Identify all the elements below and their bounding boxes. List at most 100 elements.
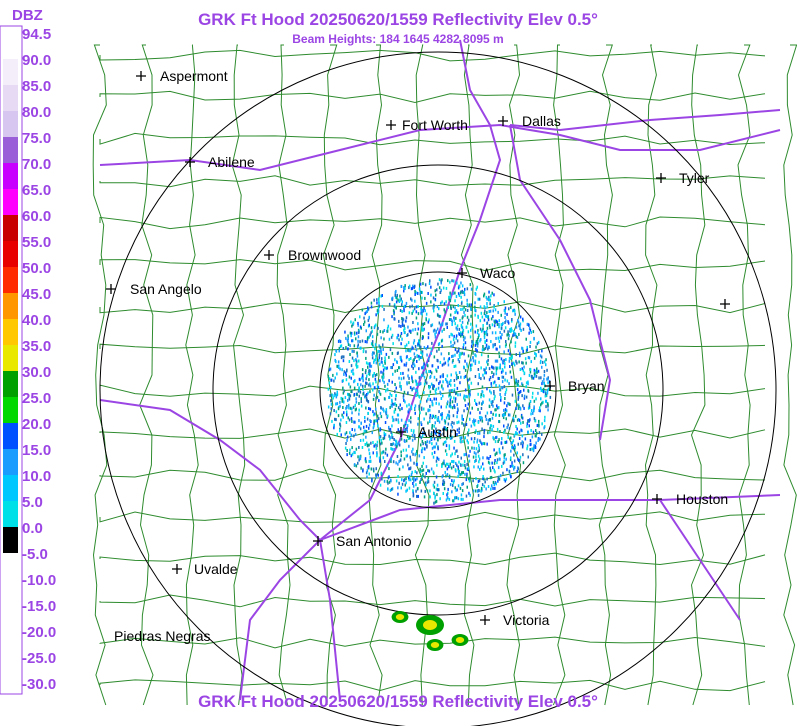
echo-pixel <box>522 327 525 331</box>
echo-pixel <box>428 282 431 285</box>
echo-pixel <box>382 330 384 334</box>
echo-pixel <box>420 311 422 315</box>
county-line <box>99 301 766 314</box>
echo-pixel <box>334 353 336 357</box>
echo-pixel <box>430 382 433 386</box>
echo-pixel <box>347 398 349 402</box>
echo-pixel <box>408 381 410 385</box>
echo-pixel <box>465 478 468 482</box>
echo-pixel <box>497 406 499 410</box>
echo-pixel <box>512 439 515 443</box>
echo-pixel <box>328 368 331 372</box>
echo-pixel <box>403 429 406 433</box>
echo-pixel <box>405 454 408 458</box>
echo-pixel <box>450 389 452 393</box>
echo-pixel <box>412 482 414 485</box>
echo-pixel <box>431 323 434 327</box>
echo-pixel <box>483 347 485 351</box>
echo-pixel <box>407 341 410 345</box>
echo-pixel <box>422 442 424 446</box>
echo-pixel <box>394 293 396 297</box>
echo-pixel <box>430 433 433 436</box>
echo-pixel <box>454 353 456 357</box>
echo-pixel <box>453 365 455 368</box>
echo-pixel <box>477 336 480 340</box>
echo-pixel <box>345 336 347 340</box>
echo-pixel <box>395 461 397 465</box>
county-line <box>99 90 766 104</box>
echo-pixel <box>360 383 362 387</box>
echo-pixel <box>510 449 512 453</box>
echo-pixel <box>462 463 464 467</box>
echo-pixel <box>512 333 514 337</box>
echo-pixel <box>383 329 386 332</box>
echo-pixel <box>392 372 394 376</box>
echo-pixel <box>422 431 425 435</box>
echo-pixel <box>441 384 443 388</box>
echo-pixel <box>404 304 407 308</box>
echo-pixel <box>449 401 451 405</box>
echo-pixel <box>434 289 436 293</box>
echo-pixel <box>508 307 510 311</box>
echo-pixel <box>485 343 488 347</box>
echo-pixel <box>437 327 439 331</box>
echo-pixel <box>471 339 473 343</box>
echo-pixel <box>418 376 421 380</box>
echo-pixel <box>383 479 386 483</box>
echo-pixel <box>371 329 373 333</box>
echo-pixel <box>516 361 518 365</box>
echo-pixel <box>475 489 477 493</box>
echo-pixel <box>451 400 454 404</box>
echo-pixel <box>442 380 444 384</box>
echo-pixel <box>467 318 470 322</box>
echo-pixel <box>383 431 385 435</box>
echo-pixel <box>430 351 432 355</box>
echo-pixel <box>456 327 458 331</box>
echo-pixel <box>399 384 401 388</box>
echo-pixel <box>457 358 460 362</box>
echo-pixel <box>480 377 482 381</box>
highway <box>509 109 781 132</box>
echo-pixel <box>376 311 379 315</box>
echo-pixel <box>498 322 500 326</box>
echo-pixel <box>358 388 361 392</box>
city-label: Abilene <box>208 154 255 170</box>
echo-pixel <box>465 325 468 329</box>
echo-pixel <box>416 449 418 453</box>
echo-pixel <box>533 445 535 449</box>
echo-pixel <box>443 459 445 463</box>
echo-pixel <box>421 309 424 312</box>
echo-pixel <box>438 433 440 437</box>
echo-pixel <box>501 380 504 384</box>
echo-pixel <box>501 375 503 379</box>
echo-pixel <box>542 400 544 404</box>
echo-pixel <box>413 476 415 480</box>
echo-pixel <box>403 304 406 308</box>
echo-pixel <box>402 448 405 452</box>
echo-pixel <box>366 382 368 386</box>
echo-pixel <box>473 420 475 423</box>
echo-pixel <box>404 284 406 288</box>
echo-pixel <box>330 399 332 403</box>
echo-pixel <box>475 403 478 406</box>
echo-pixel <box>395 386 397 390</box>
echo-pixel <box>545 405 547 409</box>
echo-pixel <box>446 322 448 326</box>
echo-pixel <box>376 451 378 455</box>
county-line <box>99 636 766 649</box>
echo-pixel <box>467 378 469 382</box>
echo-pixel <box>465 394 467 398</box>
echo-pixel <box>462 307 464 311</box>
echo-pixel <box>490 410 492 414</box>
echo-pixel <box>395 295 397 299</box>
echo-pixel <box>456 324 459 328</box>
echo-pixel <box>400 355 402 359</box>
echo-pixel <box>474 375 477 378</box>
echo-pixel <box>426 440 428 444</box>
echo-pixel <box>520 413 523 417</box>
echo-pixel <box>526 447 528 451</box>
echo-pixel <box>478 297 481 301</box>
echo-pixel <box>500 396 502 399</box>
echo-pixel <box>469 283 472 287</box>
echo-pixel <box>477 431 479 435</box>
